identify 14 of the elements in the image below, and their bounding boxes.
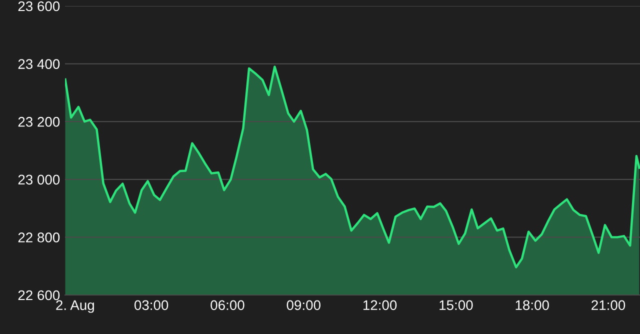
y-tick-label: 23 400	[18, 59, 60, 69]
x-tick-label: 2. Aug	[56, 300, 94, 313]
x-tick-label: 09:00	[286, 300, 320, 310]
y-tick-label: 23 000	[18, 174, 60, 185]
x-tick-label: 06:00	[210, 300, 244, 310]
x-tick-label: 18:00	[516, 300, 549, 310]
y-tick-label: 22 600	[18, 290, 60, 300]
x-tick-label: 21:00	[592, 300, 626, 310]
y-tick-label: 23 600	[18, 1, 60, 12]
x-tick-label: 15:00	[440, 300, 473, 310]
y-tick-label: 22 800	[18, 232, 60, 242]
y-tick-label: 23 200	[18, 116, 60, 127]
x-tick-label: 12:00	[363, 300, 397, 310]
x-tick-label: 03:00	[134, 300, 168, 310]
